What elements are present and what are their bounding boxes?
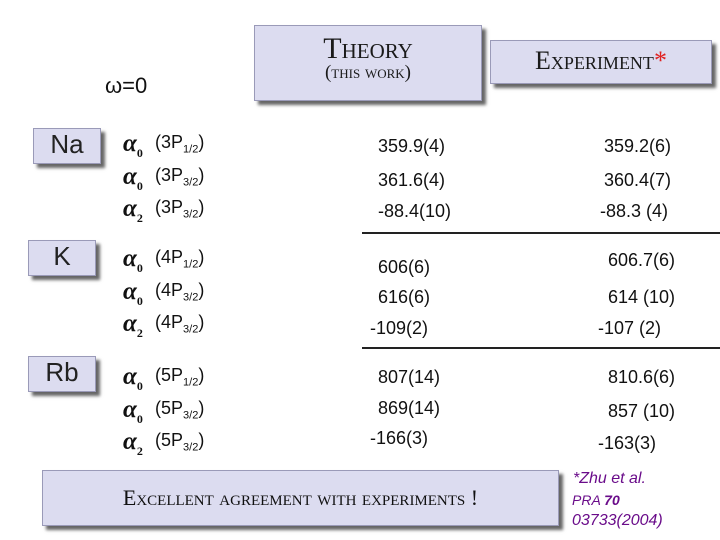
theory-title: Theory bbox=[323, 32, 413, 65]
alpha-symbol: α0 bbox=[123, 163, 143, 193]
theory-header-box: Theory (this work) bbox=[254, 25, 482, 101]
conclusion-text: Excellent agreement with experiments ! bbox=[122, 485, 479, 510]
theory-value: 807(14) bbox=[378, 367, 441, 387]
experiment-value: -88.3 (4) bbox=[600, 201, 669, 221]
omega-label: ω=0 bbox=[105, 73, 148, 98]
element-box-k: K bbox=[28, 240, 96, 276]
divider-line bbox=[362, 232, 720, 234]
experiment-value: 360.4(7) bbox=[604, 170, 672, 190]
experiment-value: -107 (2) bbox=[598, 318, 662, 338]
experiment-value: 810.6(6) bbox=[608, 367, 676, 387]
alpha-symbol: α2 bbox=[123, 428, 143, 458]
theory-value: -109(2) bbox=[370, 318, 429, 338]
divider-line bbox=[362, 347, 720, 349]
state-label: (4P3/2) bbox=[155, 280, 205, 304]
alpha-symbol: α0 bbox=[123, 363, 143, 393]
element-box-rb: Rb bbox=[28, 356, 96, 392]
state-label: (5P3/2) bbox=[155, 430, 205, 454]
state-label: (5P1/2) bbox=[155, 365, 205, 389]
reference-journal: PRA 70 bbox=[572, 492, 620, 508]
experiment-star: * bbox=[653, 46, 667, 75]
theory-value: 361.6(4) bbox=[378, 170, 446, 190]
alpha-symbol: α2 bbox=[123, 195, 143, 225]
theory-value: -88.4(10) bbox=[378, 201, 452, 221]
element-box-na: Na bbox=[33, 128, 101, 164]
experiment-title: Experiment bbox=[535, 46, 654, 75]
state-label: (4P1/2) bbox=[155, 247, 205, 271]
experiment-value: -163(3) bbox=[598, 433, 657, 453]
experiment-value: 614 (10) bbox=[608, 287, 676, 307]
alpha-symbol: α0 bbox=[123, 396, 143, 426]
alpha-symbol: α0 bbox=[123, 245, 143, 275]
reference-pages: 03733(2004) bbox=[572, 512, 663, 529]
element-label: Na bbox=[50, 129, 84, 159]
alpha-symbol: α0 bbox=[123, 130, 143, 160]
theory-value: 869(14) bbox=[378, 398, 441, 418]
theory-value: 616(6) bbox=[378, 287, 431, 307]
reference-author: *Zhu et al. bbox=[573, 470, 646, 487]
experiment-value: 606.7(6) bbox=[608, 250, 676, 270]
alpha-symbol: α0 bbox=[123, 278, 143, 308]
theory-value: 606(6) bbox=[378, 257, 431, 277]
state-label: (3P3/2) bbox=[155, 165, 205, 189]
theory-subtitle: (this work) bbox=[324, 62, 411, 83]
experiment-value: 359.2(6) bbox=[604, 136, 672, 156]
theory-value: 359.9(4) bbox=[378, 136, 446, 156]
conclusion-box: Excellent agreement with experiments ! bbox=[42, 470, 559, 526]
theory-value: -166(3) bbox=[370, 428, 429, 448]
state-label: (5P3/2) bbox=[155, 398, 205, 422]
alpha-symbol: α2 bbox=[123, 310, 143, 340]
element-label: K bbox=[53, 241, 71, 271]
experiment-value: 857 (10) bbox=[608, 401, 676, 421]
state-label: (4P3/2) bbox=[155, 312, 205, 336]
state-label: (3P1/2) bbox=[155, 132, 205, 156]
element-label: Rb bbox=[45, 357, 79, 387]
state-label: (3P3/2) bbox=[155, 197, 205, 221]
experiment-header-box: Experiment* bbox=[490, 40, 712, 84]
